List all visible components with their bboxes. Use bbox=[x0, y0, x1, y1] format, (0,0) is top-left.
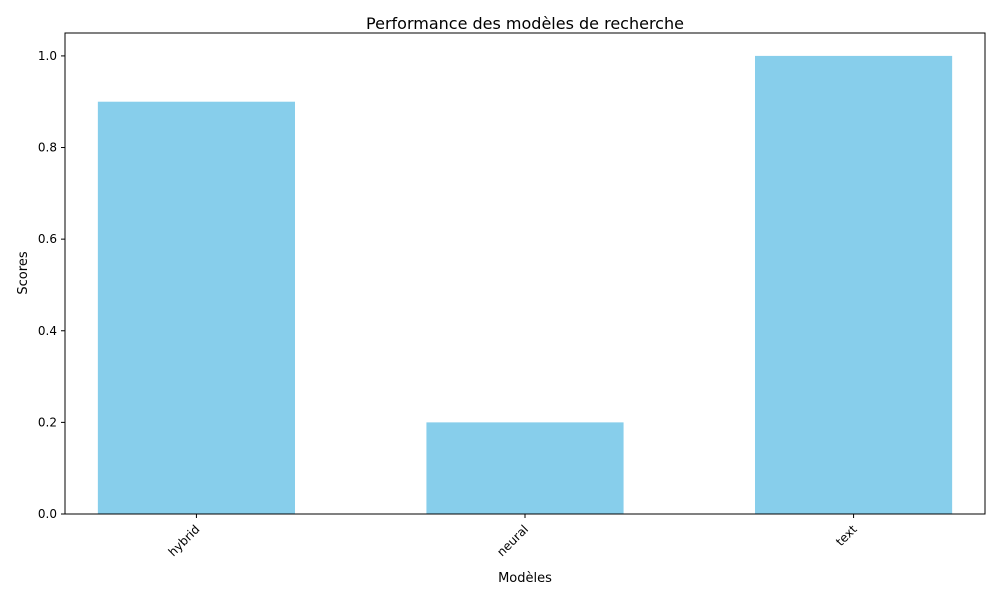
chart-title: Performance des modèles de recherche bbox=[366, 14, 684, 33]
x-tick-label-neural: neural bbox=[494, 522, 531, 559]
x-axis: hybrid neural text bbox=[166, 514, 860, 559]
bar-hybrid bbox=[97, 101, 295, 514]
y-tick-label-1: 0.2 bbox=[38, 415, 57, 429]
y-tick-label-3: 0.6 bbox=[38, 232, 57, 246]
y-tick-label-2: 0.4 bbox=[38, 324, 57, 338]
bars-layer bbox=[97, 55, 953, 515]
plot-frame bbox=[64, 32, 986, 515]
bar-text bbox=[755, 55, 953, 515]
bar-neural bbox=[426, 422, 624, 514]
x-tick-label-hybrid: hybrid bbox=[166, 522, 203, 559]
y-tick-label-4: 0.8 bbox=[38, 141, 57, 155]
y-axis: 0.0 0.2 0.4 0.6 0.8 1.0 bbox=[38, 49, 65, 521]
y-axis-label: Scores bbox=[16, 251, 31, 294]
y-tick-label-0: 0.0 bbox=[38, 507, 57, 521]
x-axis-label: Modèles bbox=[498, 571, 552, 586]
y-tick-label-5: 1.0 bbox=[38, 49, 57, 63]
x-tick-label-text: text bbox=[833, 522, 860, 549]
